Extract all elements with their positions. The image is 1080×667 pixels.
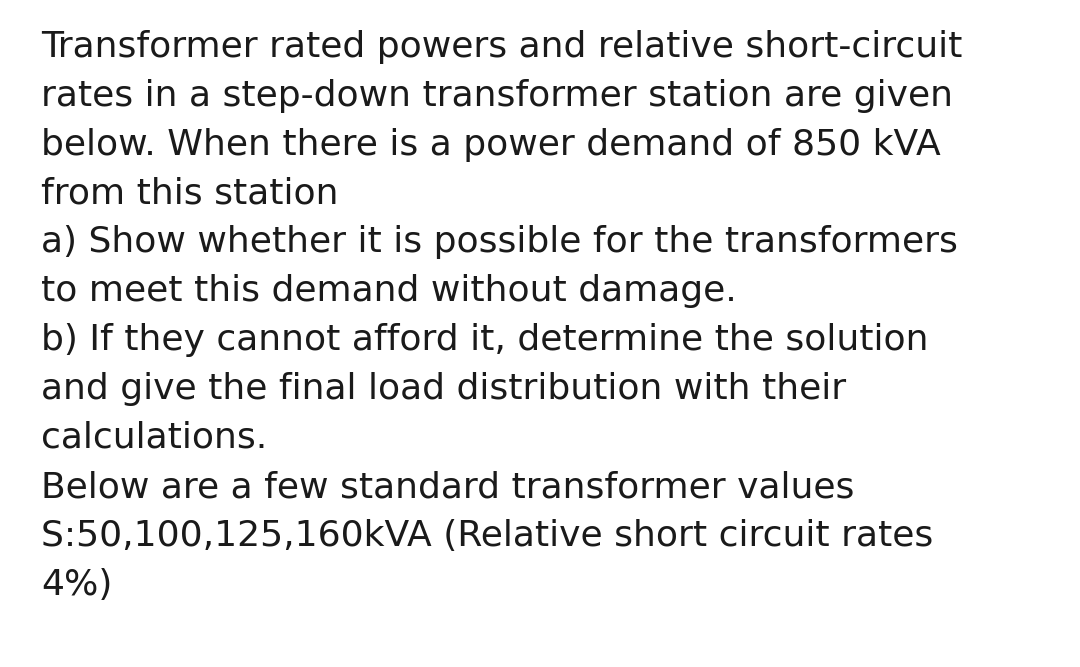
Text: Below are a few standard transformer values
S:50,100,125,160kVA (Relative short : Below are a few standard transformer val… [41, 470, 933, 602]
Text: Transformer rated powers and relative short-circuit
rates in a step-down transfo: Transformer rated powers and relative sh… [41, 30, 962, 455]
